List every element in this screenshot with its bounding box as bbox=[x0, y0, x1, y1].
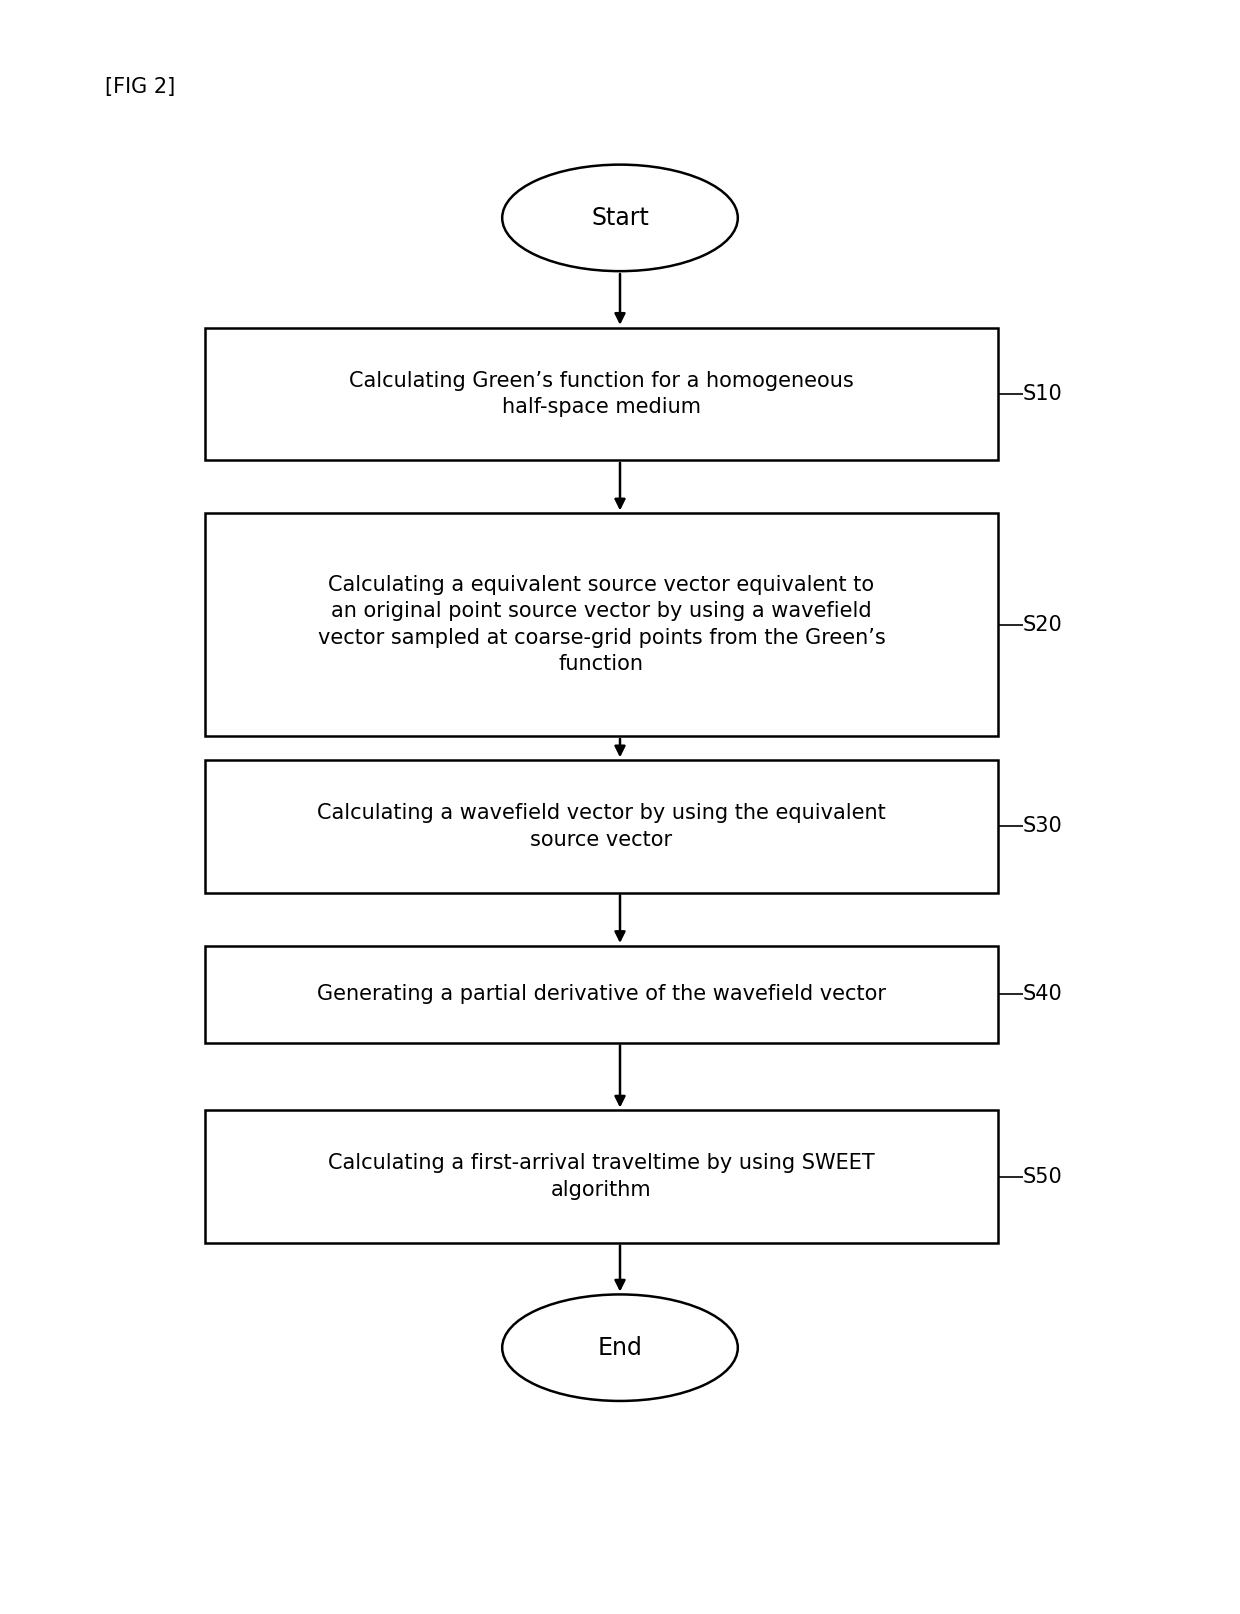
Text: Start: Start bbox=[591, 207, 649, 229]
FancyBboxPatch shape bbox=[205, 1110, 998, 1243]
Text: Calculating a first-arrival traveltime by using SWEET
algorithm: Calculating a first-arrival traveltime b… bbox=[329, 1154, 874, 1199]
FancyBboxPatch shape bbox=[205, 328, 998, 460]
Text: S10: S10 bbox=[1023, 384, 1063, 404]
Text: S30: S30 bbox=[1023, 817, 1063, 836]
FancyBboxPatch shape bbox=[205, 946, 998, 1043]
FancyBboxPatch shape bbox=[205, 760, 998, 893]
Text: S20: S20 bbox=[1023, 615, 1063, 634]
Text: End: End bbox=[598, 1336, 642, 1359]
Ellipse shape bbox=[502, 165, 738, 271]
Text: S50: S50 bbox=[1023, 1167, 1063, 1186]
Text: Calculating Green’s function for a homogeneous
half-space medium: Calculating Green’s function for a homog… bbox=[348, 371, 854, 416]
FancyBboxPatch shape bbox=[205, 513, 998, 736]
Text: Generating a partial derivative of the wavefield vector: Generating a partial derivative of the w… bbox=[317, 985, 885, 1004]
Text: [FIG 2]: [FIG 2] bbox=[105, 77, 176, 97]
Text: S40: S40 bbox=[1023, 985, 1063, 1004]
Text: Calculating a equivalent source vector equivalent to
an original point source ve: Calculating a equivalent source vector e… bbox=[317, 575, 885, 675]
Text: Calculating a wavefield vector by using the equivalent
source vector: Calculating a wavefield vector by using … bbox=[317, 804, 885, 849]
Ellipse shape bbox=[502, 1294, 738, 1401]
